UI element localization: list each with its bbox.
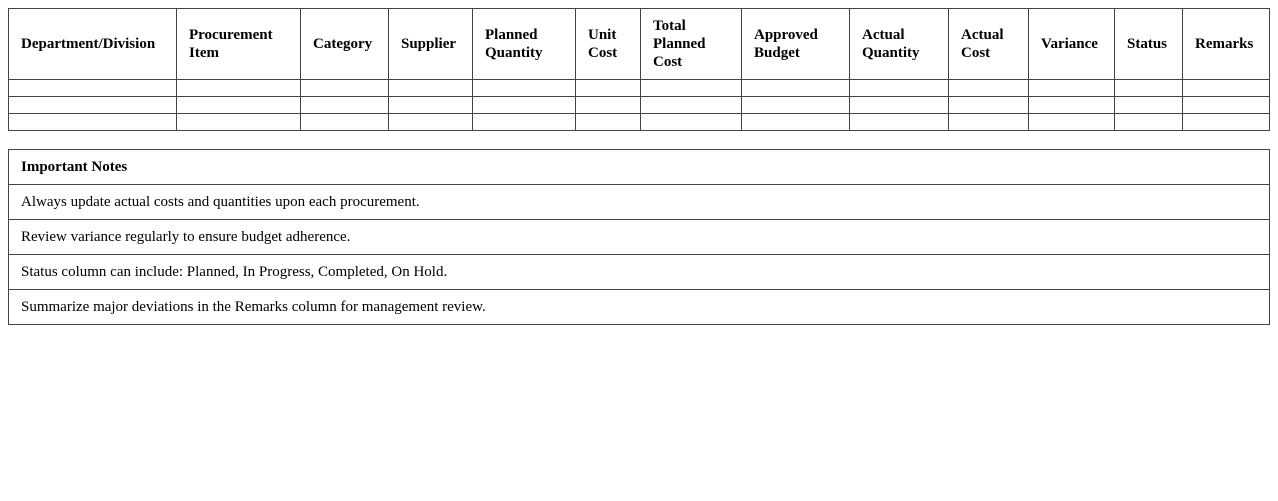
table-cell[interactable] (8, 96, 177, 114)
column-header: Department/Division (8, 8, 177, 80)
table-cell[interactable] (300, 113, 389, 131)
table-cell[interactable] (575, 96, 641, 114)
table-cell[interactable] (1182, 79, 1270, 97)
table-cell[interactable] (1114, 79, 1183, 97)
column-header: Actual Quantity (849, 8, 949, 80)
table-cell[interactable] (640, 113, 742, 131)
table-cell[interactable] (640, 79, 742, 97)
table-row (8, 113, 1270, 131)
notes-table: Important Notes Always update actual cos… (8, 149, 1270, 325)
note-item: Always update actual costs and quantitie… (8, 184, 1270, 220)
table-cell[interactable] (849, 113, 949, 131)
table-cell[interactable] (741, 113, 850, 131)
column-header: Total Planned Cost (640, 8, 742, 80)
header-row: Department/Division Procurement Item Categ… (8, 8, 1270, 80)
table-row (8, 96, 1270, 114)
table-cell[interactable] (300, 79, 389, 97)
column-header: Unit Cost (575, 8, 641, 80)
table-cell[interactable] (948, 113, 1029, 131)
table-cell[interactable] (1114, 96, 1183, 114)
table-cell[interactable] (8, 79, 177, 97)
table-cell[interactable] (1028, 113, 1115, 131)
table-cell[interactable] (948, 96, 1029, 114)
column-header: Variance (1028, 8, 1115, 80)
table-cell[interactable] (388, 113, 473, 131)
column-header: Approved Budget (741, 8, 850, 80)
table-row (8, 79, 1270, 97)
table-cell[interactable] (472, 113, 576, 131)
column-header: Planned Quantity (472, 8, 576, 80)
table-cell[interactable] (176, 79, 301, 97)
note-item: Status column can include: Planned, In P… (8, 254, 1270, 290)
table-cell[interactable] (1114, 113, 1183, 131)
table-cell[interactable] (472, 79, 576, 97)
table-cell[interactable] (948, 79, 1029, 97)
table-cell[interactable] (1182, 113, 1270, 131)
table-cell[interactable] (575, 79, 641, 97)
table-cell[interactable] (575, 113, 641, 131)
table-cell[interactable] (640, 96, 742, 114)
notes-title: Important Notes (8, 149, 1270, 185)
column-header: Procurement Item (176, 8, 301, 80)
column-header: Actual Cost (948, 8, 1029, 80)
procurement-table: Department/Division Procurement Item Categ… (8, 8, 1270, 131)
note-item: Review variance regularly to ensure budg… (8, 219, 1270, 255)
column-header: Supplier (388, 8, 473, 80)
table-cell[interactable] (741, 79, 850, 97)
table-cell[interactable] (388, 79, 473, 97)
column-header: Remarks (1182, 8, 1270, 80)
table-cell[interactable] (472, 96, 576, 114)
table-cell[interactable] (176, 96, 301, 114)
table-cell[interactable] (1028, 96, 1115, 114)
table-cell[interactable] (176, 113, 301, 131)
note-item: Summarize major deviations in the Remark… (8, 289, 1270, 325)
table-cell[interactable] (741, 96, 850, 114)
table-cell[interactable] (8, 113, 177, 131)
table-cell[interactable] (300, 96, 389, 114)
table-cell[interactable] (849, 96, 949, 114)
table-cell[interactable] (1028, 79, 1115, 97)
table-cell[interactable] (1182, 96, 1270, 114)
table-cell[interactable] (388, 96, 473, 114)
column-header: Status (1114, 8, 1183, 80)
table-cell[interactable] (849, 79, 949, 97)
column-header: Category (300, 8, 389, 80)
